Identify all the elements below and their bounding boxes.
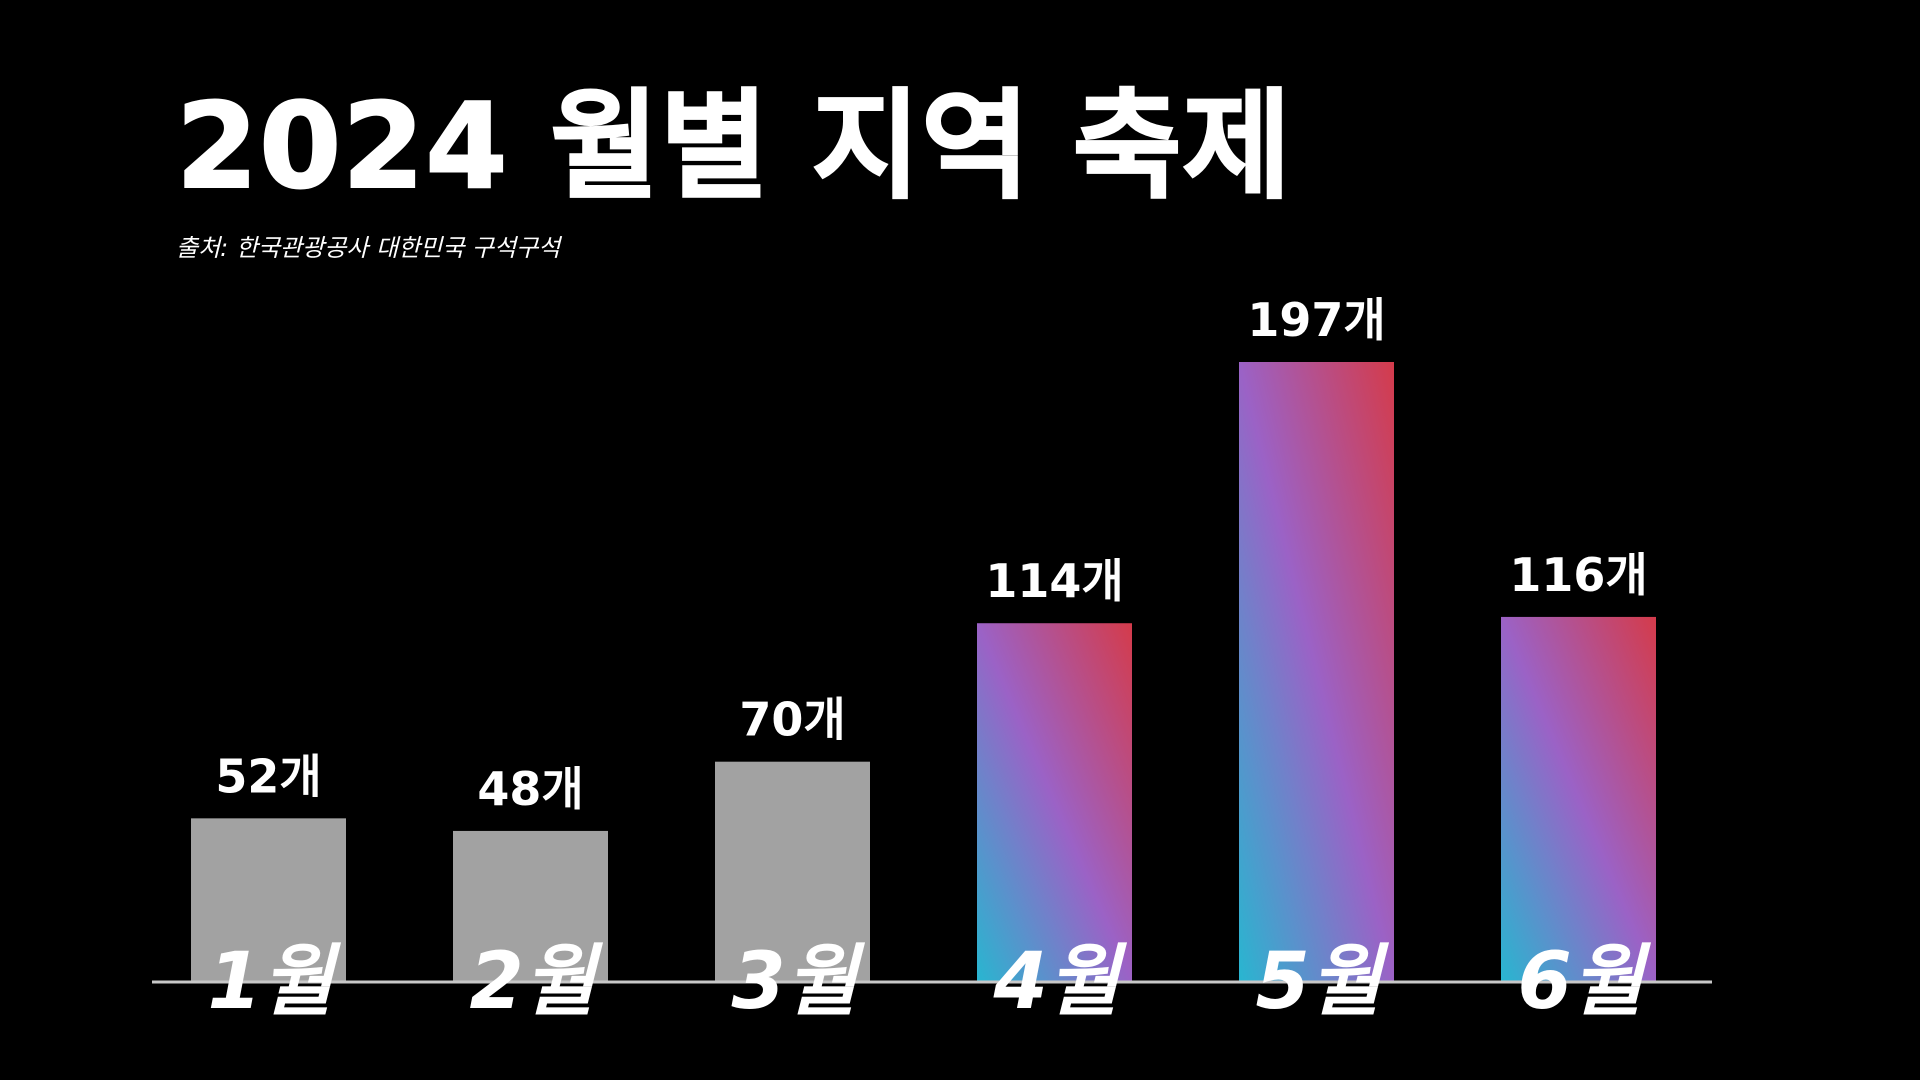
data-label-5: 197개 (1247, 293, 1385, 347)
source-note: 출처: 한국관광공사 대한민국 구석구석 (176, 234, 561, 262)
labels-layer: 52개 1월 48개 2월 70개 3월 114개 4월 197개 5월 116개 6월 (207, 293, 1651, 1027)
data-label-6: 116개 (1509, 548, 1647, 602)
category-label-3: 3월 (731, 937, 865, 1027)
bar-4 (977, 623, 1132, 982)
category-label-1: 1월 (207, 937, 341, 1027)
bar-6 (1501, 616, 1656, 982)
data-label-2: 48개 (477, 762, 583, 816)
bar-1 (191, 818, 346, 982)
category-label-2: 2월 (469, 937, 603, 1027)
category-label-5: 5월 (1255, 937, 1389, 1027)
bars-layer (191, 362, 1656, 982)
data-label-3: 70개 (739, 693, 845, 747)
bar-3 (715, 761, 870, 982)
chart-title: 2024 월별 지역 축제 (175, 77, 1293, 215)
data-label-4: 114개 (985, 554, 1123, 608)
bar-2 (453, 830, 608, 982)
bar-5 (1239, 362, 1394, 982)
data-label-1: 52개 (215, 749, 321, 803)
category-label-4: 4월 (992, 937, 1127, 1027)
category-label-6: 6월 (1517, 937, 1651, 1027)
